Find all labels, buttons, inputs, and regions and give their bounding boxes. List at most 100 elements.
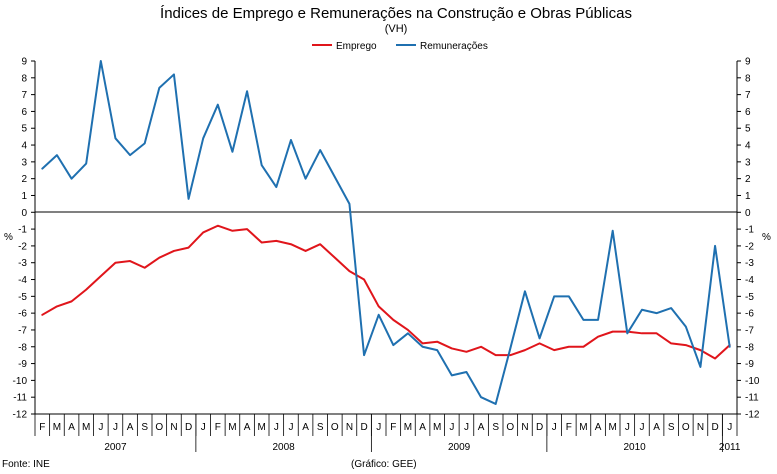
y-tick-label-left: -8 (18, 342, 27, 353)
x-month-label: A (653, 422, 660, 433)
y-tick-label-right: -2 (745, 241, 754, 252)
x-year-label: 2009 (448, 442, 471, 453)
y-tick-label-left: 8 (21, 73, 27, 84)
x-month-label: M (258, 422, 266, 433)
y-tick-label-right: 9 (745, 57, 751, 68)
x-month-label: M (404, 422, 412, 433)
y-axis-label-right: % (762, 232, 771, 243)
x-year-label: 2010 (624, 442, 647, 453)
y-tick-label-left: -5 (18, 292, 27, 303)
x-month-label: J (376, 422, 381, 433)
y-tick-label-right: 6 (745, 107, 751, 118)
legend-label-remuneracoes: Remunerações (420, 41, 488, 52)
y-tick-label-right: 4 (745, 141, 751, 152)
series-line-remuneracoes (41, 60, 731, 405)
x-month-label: O (155, 422, 163, 433)
x-month-label: F (39, 422, 45, 433)
x-month-label: D (536, 422, 543, 433)
y-tick-label-left: 6 (21, 107, 27, 118)
y-tick-label-right: 0 (745, 208, 751, 219)
y-tick-label-right: -10 (745, 376, 760, 387)
x-month-label: D (185, 422, 192, 433)
y-tick-label-left: -2 (18, 241, 27, 252)
y-tick-label-left: -7 (18, 325, 27, 336)
x-month-label: A (478, 422, 485, 433)
x-month-label: F (390, 422, 396, 433)
y-tick-label-right: -9 (745, 359, 754, 370)
x-year-label: 2008 (273, 442, 296, 453)
y-tick-label-left: 0 (21, 208, 27, 219)
y-tick-label-left: -11 (13, 393, 27, 404)
y-tick-label-left: 4 (21, 141, 27, 152)
y-tick-label-left: -1 (18, 225, 27, 236)
y-tick-label-right: -8 (745, 342, 754, 353)
x-month-label: M (228, 422, 236, 433)
series-line-emprego (41, 224, 731, 360)
series-lines (41, 60, 731, 405)
x-month-label: J (288, 422, 293, 433)
x-month-label: F (215, 422, 221, 433)
x-month-label: J (201, 422, 206, 433)
source-note: Fonte: INE (2, 459, 50, 470)
x-month-label: O (682, 422, 690, 433)
x-month-label: D (711, 422, 718, 433)
y-tick-label-left: -12 (13, 410, 28, 421)
credit-note: (Gráfico: GEE) (351, 459, 417, 470)
x-month-label: F (566, 422, 572, 433)
x-month-label: O (506, 422, 514, 433)
x-month-label: N (521, 422, 528, 433)
chart-title: Índices de Emprego e Remunerações na Con… (160, 5, 632, 22)
x-month-label: D (360, 422, 367, 433)
y-tick-label-right: 8 (745, 73, 751, 84)
y-tick-label-right: -5 (745, 292, 754, 303)
x-month-label: A (68, 422, 75, 433)
y-tick-label-right: -12 (745, 410, 760, 421)
axes: -12 -12-11 -11-10 -10-9 -9-8 -8-7 -7-6 -6-5 -5-4… (13, 57, 760, 454)
x-month-label: A (595, 422, 602, 433)
y-tick-label-left: -6 (18, 309, 27, 320)
x-month-label: A (419, 422, 426, 433)
x-month-label: M (579, 422, 587, 433)
x-month-label: N (346, 422, 353, 433)
legend-label-emprego: Emprego (336, 41, 377, 52)
legend: Emprego Remunerações (312, 41, 488, 52)
x-month-label: J (113, 422, 118, 433)
x-month-label: J (639, 422, 644, 433)
y-tick-label-left: 5 (21, 124, 27, 135)
x-month-label: S (141, 422, 148, 433)
y-tick-label-left: 2 (21, 174, 27, 185)
x-month-label: O (331, 422, 339, 433)
x-month-label: J (449, 422, 454, 433)
x-month-label: S (492, 422, 499, 433)
x-month-label: A (302, 422, 309, 433)
x-year-label: 2011 (719, 442, 741, 453)
x-month-label: J (552, 422, 557, 433)
y-tick-label-left: 3 (21, 157, 27, 168)
y-tick-label-right: -6 (745, 309, 754, 320)
x-month-label: S (668, 422, 675, 433)
x-month-label: J (98, 422, 103, 433)
y-tick-label-left: 7 (21, 90, 27, 101)
x-month-label: J (625, 422, 630, 433)
y-tick-label-left: -10 (13, 376, 28, 387)
x-month-label: A (244, 422, 251, 433)
x-year-label: 2007 (104, 442, 127, 453)
y-axis-label-left: % (4, 232, 13, 243)
chart-subtitle: (VH) (385, 23, 408, 35)
y-tick-label-left: -9 (18, 359, 27, 370)
y-tick-label-left: -4 (18, 275, 27, 286)
y-tick-label-right: -4 (745, 275, 754, 286)
y-tick-label-right: -7 (745, 325, 754, 336)
y-tick-label-right: -3 (745, 258, 754, 269)
x-month-label: S (317, 422, 324, 433)
y-tick-label-right: -1 (745, 225, 754, 236)
y-tick-label-right: 1 (745, 191, 751, 202)
y-tick-label-right: -11 (745, 393, 759, 404)
y-tick-label-right: 7 (745, 90, 751, 101)
y-tick-label-left: 9 (21, 57, 27, 68)
x-month-label: J (727, 422, 732, 433)
x-month-label: N (697, 422, 704, 433)
x-month-label: J (464, 422, 469, 433)
x-month-label: M (609, 422, 617, 433)
